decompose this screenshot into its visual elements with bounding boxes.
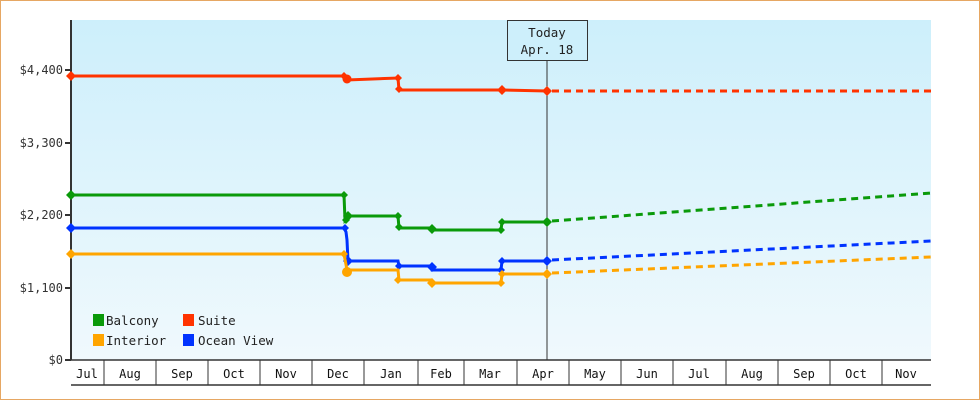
y-tick-label: $2,200 bbox=[20, 208, 63, 222]
x-tick-label: Jan bbox=[380, 367, 402, 381]
x-tick-label: Sep bbox=[171, 367, 193, 381]
x-tick-label: Aug bbox=[119, 367, 141, 381]
legend-item-balcony[interactable]: Balcony bbox=[93, 313, 159, 328]
today-marker: Today Apr. 18 bbox=[507, 20, 588, 360]
x-tick-label: Sep bbox=[793, 367, 815, 381]
x-tick-label: Dec bbox=[327, 367, 349, 381]
legend-label: Ocean View bbox=[198, 333, 274, 348]
series-balcony bbox=[66, 190, 932, 234]
legend-item-interior[interactable]: Interior bbox=[93, 333, 167, 348]
plot-area bbox=[71, 20, 931, 360]
y-tick-label: $1,100 bbox=[20, 281, 63, 295]
legend-label: Suite bbox=[198, 313, 236, 328]
legend-item-suite[interactable]: Suite bbox=[183, 313, 236, 328]
x-tick-label: Oct bbox=[223, 367, 245, 381]
suite-swatch bbox=[183, 314, 194, 326]
legend-item-ocean-view[interactable]: Ocean View bbox=[183, 333, 274, 348]
balcony-points bbox=[66, 190, 552, 234]
legend-label: Balcony bbox=[106, 313, 159, 328]
interior-swatch bbox=[93, 334, 104, 346]
x-tick-label: Feb bbox=[430, 367, 452, 381]
x-tick-label: Aug bbox=[741, 367, 763, 381]
x-tick-label: Jul bbox=[76, 367, 98, 381]
y-axis: $0 $1,100 $2,200 $3,300 $4,400 bbox=[20, 20, 72, 367]
x-tick-label: Apr bbox=[532, 367, 554, 381]
series-suite bbox=[66, 71, 931, 96]
legend: Balcony Suite Interior Ocean View bbox=[93, 313, 274, 348]
y-tick-label: $0 bbox=[49, 353, 63, 367]
today-date: Apr. 18 bbox=[521, 42, 574, 57]
x-tick-label: May bbox=[584, 367, 606, 381]
ocean-view-swatch bbox=[183, 334, 194, 346]
y-tick-label: $4,400 bbox=[20, 63, 63, 77]
balcony-swatch bbox=[93, 314, 104, 326]
series-interior bbox=[66, 249, 932, 288]
x-tick-label: Nov bbox=[895, 367, 917, 381]
suite-points bbox=[66, 71, 552, 96]
x-tick-label: Jul bbox=[688, 367, 710, 381]
x-tick-label: Jun bbox=[636, 367, 658, 381]
x-axis: Jul Aug Sep Oct Nov Dec Jan Feb Mar Apr … bbox=[71, 359, 931, 386]
x-tick-label: Oct bbox=[845, 367, 867, 381]
x-tick-label: Nov bbox=[275, 367, 297, 381]
x-tick-label: Mar bbox=[479, 367, 501, 381]
y-tick-label: $3,300 bbox=[20, 136, 63, 150]
legend-label: Interior bbox=[106, 333, 167, 348]
series-ocean-view bbox=[66, 223, 932, 274]
today-label: Today bbox=[528, 25, 566, 40]
interior-points bbox=[66, 249, 552, 288]
